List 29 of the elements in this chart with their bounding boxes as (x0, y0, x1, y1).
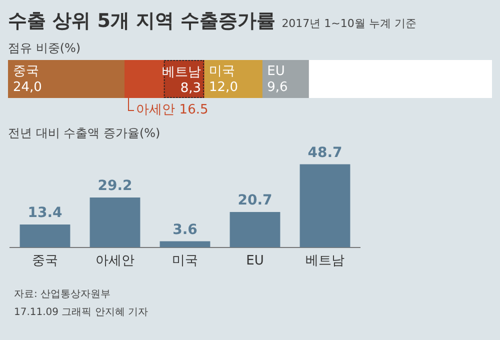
text: 17.11.09 그래픽 안지혜 기자 (14, 306, 148, 319)
data-label: 3.6 (172, 222, 198, 238)
text: 아세안 16.5 (136, 102, 208, 118)
bar (8, 60, 124, 98)
series-label: 미국 (209, 64, 236, 79)
data-label: 48.7 (308, 144, 342, 161)
bar (20, 224, 70, 248)
data-label: 20.7 (238, 192, 272, 209)
bar (300, 164, 350, 248)
band-label: 베트남 8,3 (162, 64, 202, 96)
data-label: 29.2 (98, 178, 132, 194)
data-label: 9,6 (267, 80, 288, 95)
chart-subtitle: 2017년 1~10월 누계 기준 (282, 17, 416, 30)
x-tick-label: 베트남 (306, 254, 344, 269)
bar (230, 212, 280, 248)
series-label: 중국 (13, 64, 39, 79)
chart-title: 전년 대비 수출액 증가율(%) (8, 125, 160, 142)
data-label: 13.4 (28, 205, 63, 222)
x-tick-label: 아세안 (96, 254, 134, 269)
x-tick-label: 미국 (172, 254, 198, 269)
bar (90, 198, 140, 248)
data-label: 24,0 (13, 80, 42, 95)
series-label: EU (267, 64, 285, 79)
x-tick-label: EU (246, 254, 264, 269)
y-axis-title: 점유 비중(%) (8, 40, 81, 57)
data-label: 12,0 (209, 80, 238, 95)
text: 자료: 산업통상자원부 (14, 288, 111, 301)
x-tick-label: 중국 (32, 254, 58, 269)
chart-title: 수출 상위 5개 지역 수출증가률 (8, 10, 276, 32)
